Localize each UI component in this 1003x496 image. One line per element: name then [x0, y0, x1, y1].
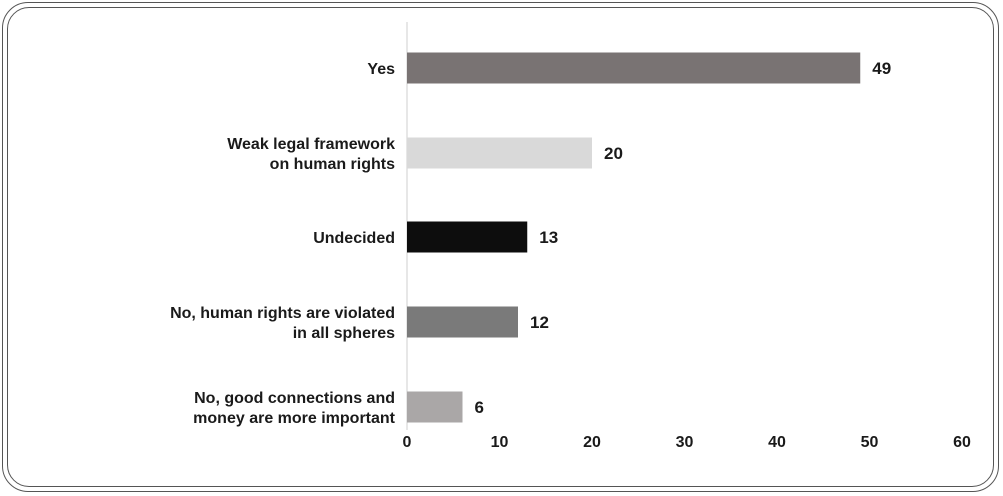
x-tick-label-0: 0: [403, 434, 412, 451]
x-tick-label-2: 20: [583, 434, 601, 451]
bars-group: [407, 52, 861, 423]
bar-4: [407, 391, 463, 423]
category-label-2: Undecided: [313, 230, 395, 247]
category-label-3-line-1: in all spheres: [293, 325, 395, 342]
x-tick-label-3: 30: [676, 434, 694, 451]
category-label-3: No, human rights are violated in all sphe…: [170, 305, 395, 342]
x-tick-label-5: 50: [861, 434, 879, 451]
value-label-3: 12: [530, 313, 549, 332]
x-tick-label-6: 60: [953, 434, 971, 451]
value-label-2: 13: [539, 228, 558, 247]
category-label-4-line-0: No, good connections and: [194, 390, 395, 407]
x-tick-labels-group: 0 10 20 30 40 50 60: [403, 434, 971, 451]
x-tick-label-1: 10: [491, 434, 509, 451]
value-label-1: 20: [604, 144, 623, 163]
category-label-0-line-0: Yes: [367, 61, 395, 78]
category-label-1-line-0: Weak legal framework: [227, 136, 395, 153]
chart-frame-inner: [7, 7, 994, 487]
category-label-4-line-1: money are more important: [193, 410, 396, 427]
value-label-0: 49: [872, 59, 891, 78]
bar-1: [407, 137, 592, 169]
category-label-3-line-0: No, human rights are violated: [170, 305, 395, 322]
x-tick-label-4: 40: [768, 434, 786, 451]
bar-3: [407, 306, 518, 338]
category-label-1-line-1: on human rights: [270, 156, 395, 173]
bar-0: [407, 52, 861, 84]
category-label-2-line-0: Undecided: [313, 230, 395, 247]
category-label-0: Yes: [367, 61, 395, 78]
category-label-4: No, good connections and money are more i…: [193, 390, 396, 427]
bar-2: [407, 221, 528, 253]
value-label-4: 6: [475, 398, 484, 417]
category-label-1: Weak legal framework on human rights: [227, 136, 395, 173]
category-labels-group: Yes Weak legal framework on human rights Un…: [170, 61, 396, 427]
value-labels-group: 49 20 13 12 6: [475, 59, 892, 417]
